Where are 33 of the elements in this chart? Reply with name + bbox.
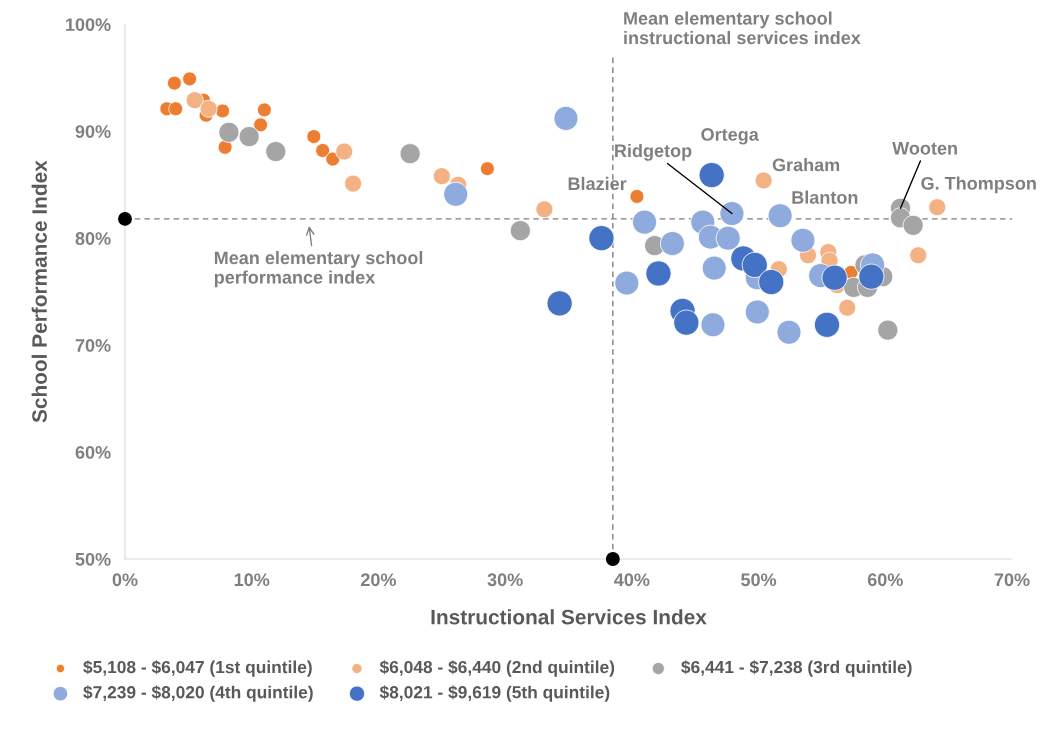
y-tick-label: 50% (75, 552, 111, 566)
x-tick-label: 0% (112, 573, 138, 587)
x-tick-label: 30% (487, 573, 523, 587)
y-tick-label: 100% (66, 18, 111, 32)
annotation: Graham (772, 158, 840, 172)
point (790, 227, 816, 253)
annotation: Ridgetop (615, 143, 692, 161)
x-tick-label: 60% (867, 573, 903, 587)
annotation: Blanton (792, 190, 858, 204)
x-tick-label: 10% (234, 573, 270, 587)
x-tick-label: 20% (360, 573, 397, 587)
legend-label: $7,239 - $8,020 (4th quintile) (83, 685, 313, 702)
y-tick-label: 80% (75, 232, 111, 245)
point (821, 264, 848, 291)
legend-label: $5,108 - $6,047 (1st quintile) (83, 660, 312, 677)
y-tick-label: 60% (75, 445, 111, 459)
y-tick-label: 90% (75, 125, 111, 138)
ref-line-label: Mean elementary school performance index (214, 251, 423, 288)
x-axis-title: Instructional Services Index (431, 609, 707, 625)
legend-label: $6,441 - $7,238 (3rd quintile) (681, 660, 912, 677)
point (700, 312, 726, 338)
legend-label: $8,021 - $9,619 (5th quintile) (379, 685, 610, 702)
y-axis-title: School Performance Index (31, 160, 47, 423)
annotation: Wooten (892, 142, 957, 155)
annotation: G. Thompson (921, 176, 1036, 194)
ref-line-label: Mean elementary school instructional services index (624, 11, 861, 45)
y-tick-label: 70% (75, 339, 111, 352)
annotation: Blazier (568, 176, 627, 191)
legend-label: $6,048 - $6,440 (2nd quintile) (379, 660, 615, 677)
x-tick-label: 70% (994, 573, 1030, 587)
x-tick-label: 50% (741, 573, 777, 587)
x-tick-label: 40% (614, 573, 650, 587)
annotation: Ortega (701, 128, 759, 145)
